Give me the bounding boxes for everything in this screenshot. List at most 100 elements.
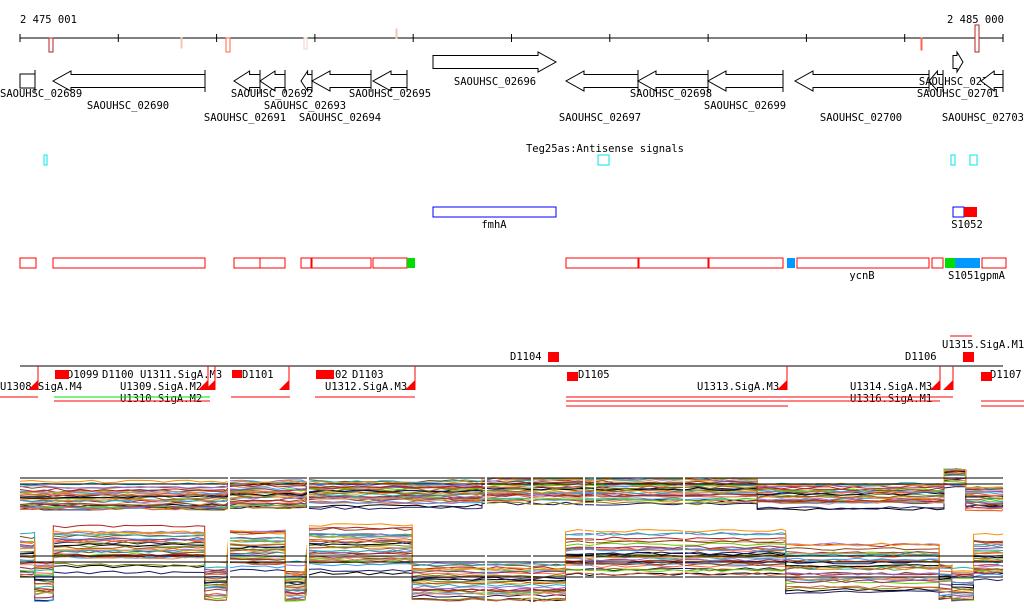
gene-label: SAOUHSC_02698 <box>630 88 712 100</box>
srna-S1052-part <box>952 206 965 218</box>
transcript-unit <box>407 258 415 268</box>
transcript-unit <box>931 257 944 269</box>
bottom-panel-series-line <box>19 567 1004 602</box>
gene-label: SAOUHSC_02702 <box>919 76 1001 88</box>
ruler-start-label: 2 475 001 <box>20 14 77 26</box>
gene-arrow-reverse <box>706 70 784 92</box>
promoter-flag <box>198 380 208 390</box>
gene-arrow-reverse <box>310 70 372 92</box>
bottom-panel-series-line <box>19 533 1004 577</box>
gene-arrow-reverse <box>233 70 261 92</box>
transcript-unit <box>981 257 1007 269</box>
gene-label: SAOUHSC_02689 <box>0 88 82 100</box>
bottom-panel-series-line <box>19 551 1004 595</box>
bottom-panel-series-line <box>19 545 1004 592</box>
tss-marker <box>316 370 334 379</box>
coordinate-ruler: 2 475 001 2 485 000 <box>19 14 1004 53</box>
tss-label: U1310.SigA.M2 <box>120 393 202 405</box>
gene-arrow-reverse <box>300 69 313 93</box>
gene-label: SAOUHSC_02692 <box>231 88 313 100</box>
expression-gap <box>307 470 309 605</box>
variant-marker <box>920 37 923 51</box>
promoter-flag <box>930 380 940 390</box>
promoter-flag <box>777 380 787 390</box>
gene-arrow-reverse <box>928 69 944 93</box>
srna-label: S1052 <box>951 219 983 231</box>
tss-marker <box>567 372 578 381</box>
bottom-panel-series-line <box>19 531 1004 572</box>
tss-label: D1099 <box>67 369 99 381</box>
tss-label: U1312.SigA.M3 <box>325 381 407 393</box>
gene-label: SAOUHSC_02690 <box>87 100 169 112</box>
bottom-panel-series-line <box>20 555 1004 600</box>
promoter-flag <box>28 380 38 390</box>
tss-label: D1103 <box>352 369 384 381</box>
ruler-end-label: 2 485 000 <box>947 14 1004 26</box>
tss-label: U1308.SigA.M4 <box>0 381 82 393</box>
gene-label: SAOUHSC_02693 <box>264 100 346 112</box>
antisense-track: Teg25as:Antisense signals <box>43 143 978 166</box>
tss-marker <box>963 352 974 362</box>
gene-arrow-reverse <box>259 70 286 92</box>
variant-marker <box>974 24 980 53</box>
transcript-unit <box>955 258 980 268</box>
bottom-panel-series-line <box>19 537 1004 584</box>
antisense-signal <box>43 154 48 166</box>
bottom-panel-series-line <box>19 545 1004 592</box>
transcript-unit <box>796 257 930 269</box>
promoter-flag <box>205 380 215 390</box>
bottom-panel-series-line <box>19 542 1004 589</box>
transcript-unit <box>300 257 312 269</box>
tss-label: D1100 <box>102 369 134 381</box>
expression-gap <box>683 470 685 605</box>
srna-S1052-part <box>964 207 977 217</box>
promoter-flag <box>279 380 289 390</box>
gene-label: SAOUHSC_02696 <box>454 76 536 88</box>
variant-marker <box>180 37 183 49</box>
tss-label: U1309.SigA.M2 <box>120 381 202 393</box>
tss-label: D1104 <box>510 351 542 363</box>
gene-arrow-reverse <box>371 70 408 92</box>
transcript-unit <box>311 257 372 269</box>
srna-fmhA <box>432 206 557 218</box>
gene-arrow-forward <box>432 51 558 73</box>
gene-label: SAOUHSC_02699 <box>704 100 786 112</box>
gene-label: SAOUHSC_02703 <box>942 112 1024 124</box>
gene-label: SAOUHSC_02695 <box>349 88 431 100</box>
expression-profile-track <box>19 468 1004 605</box>
antisense-track-label: Teg25as:Antisense signals <box>526 143 684 155</box>
promoter-flag <box>405 380 415 390</box>
antisense-signal <box>950 154 956 166</box>
transcript-unit <box>708 257 784 269</box>
srna-label: fmhA <box>481 219 507 231</box>
bottom-panel-series-line <box>19 555 1004 602</box>
tss-label: U1314.SigA.M3 <box>850 381 932 393</box>
gene-arrow-reverse <box>51 70 206 92</box>
expression-gap <box>228 470 230 605</box>
tss-marker <box>981 372 992 381</box>
variant-marker <box>303 37 308 50</box>
top-panel-series-line <box>19 482 1004 509</box>
transcript-unit <box>52 257 206 269</box>
transcript-unit <box>259 257 286 269</box>
transcript-unit <box>945 258 955 268</box>
tss-label: D1107 <box>990 369 1022 381</box>
transcript-unit <box>372 257 408 269</box>
antisense-signal <box>969 154 978 166</box>
transcript-unit <box>638 257 709 269</box>
transcript-unit <box>787 258 795 268</box>
gene-label: SAOUHSC_02694 <box>299 112 381 124</box>
expression-gap <box>485 470 487 605</box>
variant-marker <box>395 28 398 39</box>
transcript-label: S1051gpmA <box>948 270 1006 282</box>
tss-label: U1316.SigA.M1 <box>850 393 932 405</box>
tss-label: U1315.SigA.M1 <box>942 339 1024 351</box>
tss-label: D1106 <box>905 351 937 363</box>
srna-track: fmhA S1052 <box>432 206 983 231</box>
gene-arrow-reverse <box>636 70 709 92</box>
gene-label: SAOUHSC_02700 <box>820 112 902 124</box>
variant-marker <box>48 37 54 53</box>
bottom-panel-series-line <box>19 553 1004 599</box>
